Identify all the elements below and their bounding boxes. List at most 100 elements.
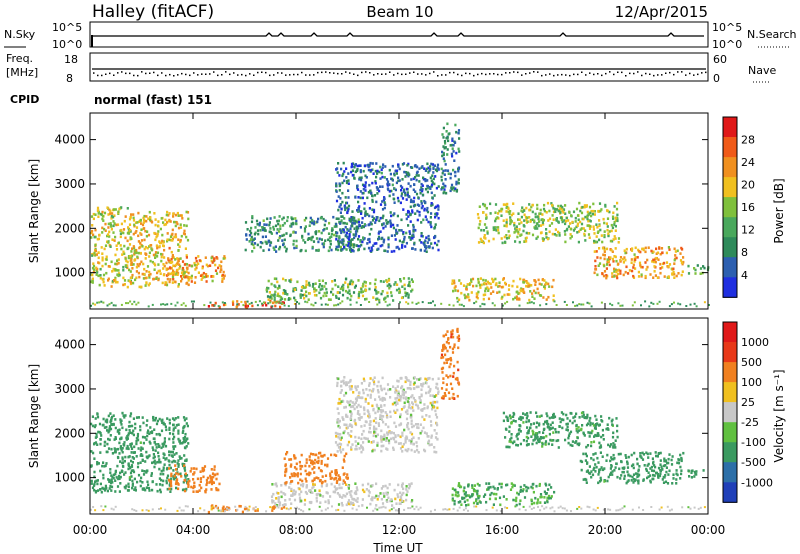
range-cell (144, 276, 147, 280)
range-cell (426, 162, 429, 166)
range-cell (391, 177, 394, 181)
range-cell (652, 260, 655, 264)
range-cell (141, 223, 145, 227)
range-cell (158, 444, 161, 448)
range-cell (368, 214, 371, 218)
range-cell (615, 274, 618, 278)
range-cell (338, 205, 341, 209)
range-cell (392, 437, 396, 441)
range-cell (407, 182, 410, 185)
range-cell (364, 281, 367, 284)
range-cell (527, 486, 530, 490)
range-cell (137, 447, 140, 450)
range-cell (177, 249, 180, 252)
range-cell (158, 458, 161, 461)
range-cell (122, 228, 126, 231)
range-cell (333, 485, 336, 488)
range-cell (325, 484, 328, 488)
range-cell (412, 177, 415, 181)
ground-scatter-cell (120, 303, 123, 306)
range-cell (336, 377, 339, 380)
range-cell (177, 257, 180, 261)
range-cell (433, 164, 436, 167)
range-cell (348, 385, 351, 388)
range-cell (335, 238, 338, 241)
range-cell (340, 389, 343, 392)
range-cell (603, 221, 606, 225)
range-cell (130, 237, 133, 240)
range-cell (514, 227, 517, 230)
range-cell (180, 275, 183, 278)
range-cell (188, 479, 191, 483)
range-cell (136, 480, 139, 484)
nave-dot (537, 71, 539, 73)
range-cell (403, 188, 406, 192)
range-cell (322, 245, 325, 249)
range-cell (375, 504, 378, 507)
range-cell (97, 430, 100, 434)
range-cell (446, 358, 449, 362)
range-cell (445, 191, 448, 195)
range-cell (221, 273, 224, 277)
range-cell (107, 277, 110, 281)
range-cell (429, 168, 432, 171)
range-cell (408, 230, 411, 233)
range-cell (215, 477, 218, 481)
range-cell (304, 464, 307, 468)
range-cell (374, 221, 377, 224)
range-cell (90, 215, 94, 218)
range-cell (409, 406, 412, 410)
range-cell (672, 267, 675, 271)
range-cell (275, 231, 278, 235)
range-cell (106, 442, 109, 446)
range-cell (164, 283, 167, 286)
range-cell (193, 471, 196, 474)
range-cell (330, 476, 333, 480)
range-cell (356, 184, 359, 188)
range-cell (114, 278, 117, 282)
nave-dot (317, 71, 319, 74)
range-cell (512, 483, 515, 487)
range-cell (122, 265, 125, 269)
range-cell (371, 208, 374, 211)
range-cell (261, 226, 264, 229)
range-cell (90, 482, 93, 485)
range-cell (396, 224, 399, 227)
range-cell (119, 460, 122, 463)
range-cell (632, 274, 635, 278)
range-cell (166, 474, 170, 478)
range-cell (444, 394, 447, 397)
range-cell (445, 383, 448, 386)
nave-dot (625, 75, 627, 77)
nave-dot (321, 71, 323, 74)
range-cell (412, 223, 415, 227)
range-cell (392, 299, 395, 302)
range-cell (317, 240, 320, 244)
range-cell (363, 412, 366, 416)
range-cell (586, 217, 589, 221)
range-cell (381, 397, 384, 401)
range-cell (280, 495, 283, 499)
range-cell (449, 172, 452, 176)
range-cell (477, 241, 481, 244)
range-cell (114, 472, 117, 476)
range-cell (339, 391, 342, 394)
range-cell (378, 298, 381, 302)
range-cell (433, 429, 436, 432)
range-cell (130, 475, 133, 478)
range-cell (308, 458, 311, 462)
range-cell (95, 266, 98, 270)
range-cell (417, 437, 420, 440)
range-cell (528, 203, 531, 206)
range-cell (520, 215, 523, 219)
range-cell (583, 204, 586, 207)
range-cell (112, 208, 115, 211)
range-cell (375, 292, 378, 295)
range-cell (341, 293, 345, 297)
range-cell (320, 484, 323, 488)
range-cell (430, 436, 433, 439)
ground-scatter-cell (578, 303, 581, 306)
range-cell (387, 496, 390, 500)
nave-dot (645, 72, 647, 75)
range-cell (395, 181, 398, 185)
